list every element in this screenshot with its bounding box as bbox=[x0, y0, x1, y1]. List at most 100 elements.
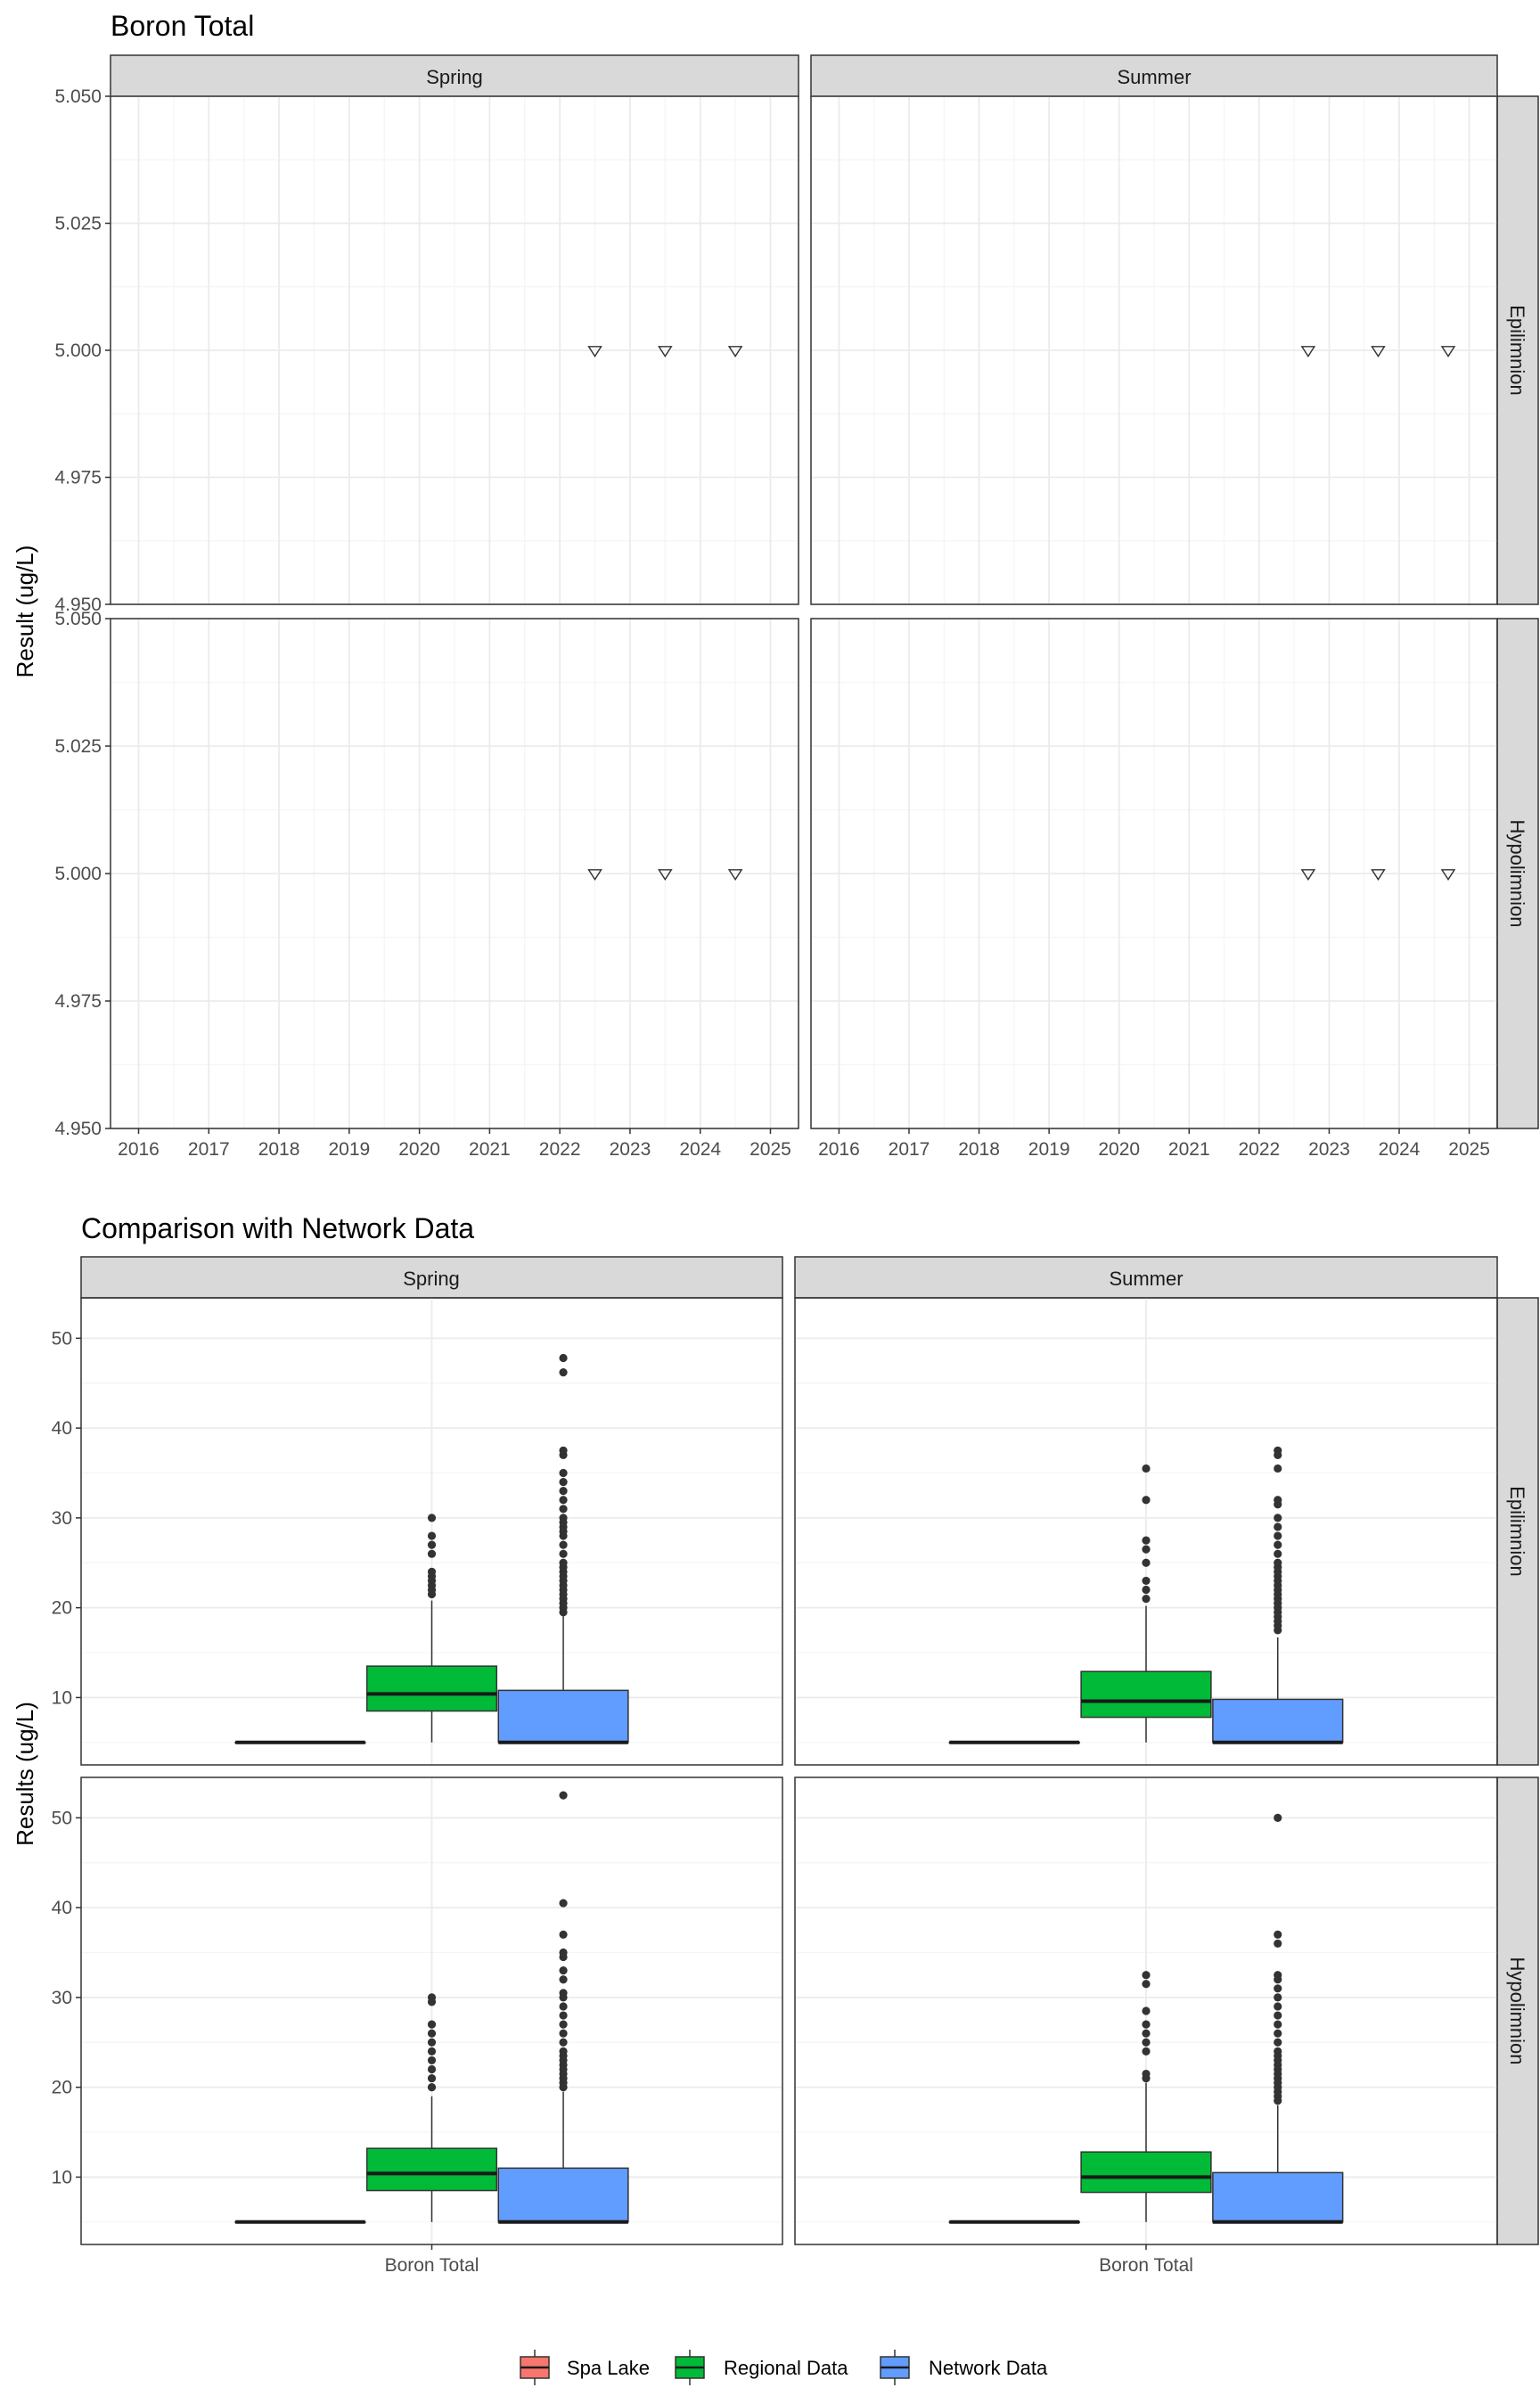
x-tick-label: 2020 bbox=[398, 1139, 440, 1160]
data-point-triangle bbox=[1371, 346, 1386, 357]
box-regional bbox=[1080, 1464, 1212, 1743]
outlier-point bbox=[559, 2029, 568, 2038]
legend-item-network-data: Network Data bbox=[880, 2350, 1048, 2385]
outlier-point bbox=[1142, 1496, 1151, 1505]
outlier-point bbox=[559, 1446, 568, 1455]
outlier-point bbox=[427, 2064, 437, 2074]
y-tick-label: 50 bbox=[52, 1808, 72, 1828]
box-regional bbox=[1080, 1971, 1212, 2222]
chart-1-title: Boron Total bbox=[111, 10, 254, 42]
y-tick-label: 5.000 bbox=[54, 864, 102, 884]
outlier-point bbox=[559, 1966, 568, 1975]
chart-2-strip-summer bbox=[794, 1256, 1498, 1299]
outlier-point bbox=[1142, 2029, 1151, 2038]
outlier-point bbox=[559, 1353, 568, 1363]
y-tick-label: 30 bbox=[52, 1508, 72, 1529]
outlier-point bbox=[559, 1368, 568, 1377]
chart-1-panel-1-grid bbox=[111, 95, 799, 605]
outlier-point bbox=[427, 1549, 437, 1558]
outlier-point bbox=[1274, 1496, 1282, 1505]
x-tick-label: 2017 bbox=[889, 1139, 930, 1160]
outlier-point bbox=[427, 2047, 437, 2055]
outlier-point bbox=[559, 1899, 568, 1908]
outlier-point bbox=[1142, 1585, 1151, 1595]
data-point-triangle bbox=[658, 346, 673, 357]
chart-2-panel-summer-hypolimnion bbox=[794, 1776, 1498, 2245]
outlier-point bbox=[559, 1549, 568, 1558]
legend-label-network-data: Network Data bbox=[929, 2357, 1048, 2379]
chart-1-y-axis-label: Result (ug/L) bbox=[12, 546, 38, 678]
outlier-point bbox=[1274, 1540, 1282, 1549]
chart-1-strip-label-summer: Summer bbox=[1117, 66, 1191, 88]
y-tick-label: 50 bbox=[52, 1328, 72, 1349]
outlier-point bbox=[559, 1514, 568, 1522]
chart-1-panel-spring-hypolimnion bbox=[110, 618, 799, 1129]
y-tick-label: 5.000 bbox=[54, 341, 102, 361]
outlier-point bbox=[1274, 1971, 1282, 1980]
comparison-chart: Comparison with Network Data Results (ug… bbox=[12, 1212, 1539, 2385]
outlier-point bbox=[559, 1989, 568, 1998]
chart-1-strip-hypolimnion bbox=[1496, 618, 1539, 1129]
x-tick-label: 2024 bbox=[1379, 1139, 1421, 1160]
outlier-point bbox=[1142, 2038, 1151, 2047]
chart-1-panel-spring-epilimnion bbox=[110, 95, 799, 605]
chart-2-y-axis-label: Results (ug/L) bbox=[12, 1702, 38, 1846]
box-network bbox=[1212, 1813, 1344, 2224]
box-network bbox=[497, 1791, 629, 2224]
outlier-point bbox=[559, 1487, 568, 1496]
chart-2-strip-label-summer: Summer bbox=[1109, 1268, 1183, 1290]
chart-2-panel-3-marks bbox=[234, 1791, 629, 2224]
box-body bbox=[365, 1665, 498, 1712]
outlier-point bbox=[1142, 1536, 1151, 1545]
box-spa bbox=[948, 1740, 1080, 1744]
outlier-point bbox=[427, 2020, 437, 2029]
y-tick-label: 5.050 bbox=[54, 86, 102, 107]
chart-1-x-axis-ticks: 2016 2017 2018 2019 2020 2021 2022 2023 2024 2025… bbox=[118, 1128, 1490, 1160]
outlier-point bbox=[1274, 1813, 1282, 1822]
outlier-point bbox=[559, 1477, 568, 1487]
outlier-point bbox=[1274, 1446, 1282, 1455]
data-point-triangle bbox=[727, 869, 743, 881]
chart-1-strip-spring bbox=[110, 54, 799, 97]
x-tick-label: 2018 bbox=[258, 1139, 300, 1160]
y-tick-label: 20 bbox=[52, 1598, 72, 1619]
outlier-point bbox=[559, 1975, 568, 1984]
data-point-triangle bbox=[587, 346, 602, 357]
x-tick-label: 2019 bbox=[328, 1139, 370, 1160]
x-tick-label: 2017 bbox=[188, 1139, 230, 1160]
chart-1-panel-summer-hypolimnion bbox=[810, 618, 1498, 1129]
chart-2-panel-2-marks bbox=[948, 1446, 1344, 1744]
outlier-point bbox=[1142, 2069, 1151, 2079]
box-spa bbox=[234, 2220, 366, 2224]
y-tick-label: 20 bbox=[52, 2078, 72, 2098]
outlier-point bbox=[559, 1468, 568, 1478]
outlier-point bbox=[427, 1531, 437, 1540]
outlier-point bbox=[1274, 1522, 1282, 1531]
outlier-point bbox=[559, 1505, 568, 1514]
y-tick-label: 10 bbox=[52, 1687, 72, 1708]
outlier-point bbox=[427, 2073, 437, 2083]
outlier-point bbox=[1274, 1549, 1282, 1558]
chart-2-strip-hypolimnion bbox=[1496, 1776, 1539, 2245]
chart-1-panel-2-border bbox=[810, 95, 1498, 605]
outlier-point bbox=[1142, 1545, 1151, 1554]
x-tick-label: 2022 bbox=[1238, 1139, 1280, 1160]
chart-1-panel-2-marks bbox=[1300, 346, 1456, 357]
chart-1-strip-label-spring: Spring bbox=[426, 66, 483, 88]
chart-1-y-axis-ticks: 4.9504.9755.0005.0255.0504.9504.9755.000… bbox=[54, 86, 111, 1139]
data-point-triangle bbox=[1300, 869, 1316, 881]
data-point-triangle bbox=[1440, 869, 1456, 881]
legend-item-regional-data: Regional Data bbox=[675, 2350, 848, 2385]
outlier-point bbox=[1142, 2047, 1151, 2055]
chart-1-strip-label-hypolimnion: Hypolimnion bbox=[1506, 819, 1528, 927]
outlier-point bbox=[1274, 1558, 1282, 1567]
y-tick-label: 40 bbox=[52, 1418, 72, 1439]
outlier-point bbox=[427, 1514, 437, 1522]
chart-2-panel-2-border bbox=[794, 1297, 1498, 1766]
chart-1-panel-3-marks bbox=[587, 869, 743, 881]
outlier-point bbox=[1274, 2038, 1282, 2047]
outlier-point bbox=[1274, 1464, 1282, 1473]
box-regional bbox=[365, 1993, 498, 2222]
outlier-point bbox=[559, 2011, 568, 2020]
data-point-triangle bbox=[587, 869, 602, 881]
